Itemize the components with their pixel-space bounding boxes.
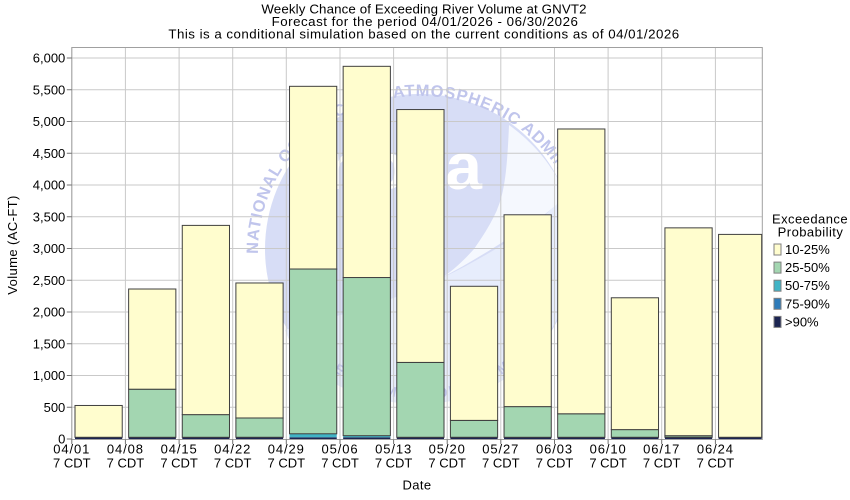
svg-text:Weekly Chance of Exceeding Riv: Weekly Chance of Exceeding River Volume …: [261, 1, 586, 16]
svg-text:7 CDT: 7 CDT: [428, 456, 466, 471]
svg-text:50-75%: 50-75%: [785, 278, 830, 293]
svg-text:7 CDT: 7 CDT: [643, 456, 681, 471]
svg-text:06/10: 06/10: [590, 442, 627, 457]
svg-text:7 CDT: 7 CDT: [53, 456, 91, 471]
svg-text:04/01: 04/01: [53, 442, 90, 457]
svg-text:04/08: 04/08: [107, 442, 144, 457]
svg-text:6,000: 6,000: [33, 51, 66, 66]
svg-text:Volume (AC-FT): Volume (AC-FT): [5, 195, 20, 295]
svg-text:7 CDT: 7 CDT: [697, 456, 735, 471]
svg-text:7 CDT: 7 CDT: [268, 456, 306, 471]
svg-text:2,000: 2,000: [33, 305, 66, 320]
svg-text:7 CDT: 7 CDT: [589, 456, 627, 471]
svg-text:5,500: 5,500: [33, 82, 66, 97]
svg-text:5,000: 5,000: [33, 114, 66, 129]
svg-text:Date: Date: [402, 478, 431, 493]
svg-text:4,500: 4,500: [33, 146, 66, 161]
svg-text:10-25%: 10-25%: [785, 242, 830, 257]
svg-text:1,500: 1,500: [33, 336, 66, 351]
svg-text:04/22: 04/22: [214, 442, 251, 457]
svg-text:25-50%: 25-50%: [785, 260, 830, 275]
svg-text:04/15: 04/15: [161, 442, 198, 457]
svg-text:7 CDT: 7 CDT: [321, 456, 359, 471]
svg-text:1,000: 1,000: [33, 368, 66, 383]
svg-text:05/20: 05/20: [429, 442, 466, 457]
svg-text:3,000: 3,000: [33, 241, 66, 256]
svg-text:>90%: >90%: [785, 314, 819, 329]
svg-text:3,500: 3,500: [33, 209, 66, 224]
svg-text:7 CDT: 7 CDT: [536, 456, 574, 471]
svg-text:06/17: 06/17: [643, 442, 680, 457]
svg-text:7 CDT: 7 CDT: [160, 456, 198, 471]
svg-text:2,500: 2,500: [33, 273, 66, 288]
svg-text:7 CDT: 7 CDT: [482, 456, 520, 471]
svg-text:06/03: 06/03: [536, 442, 573, 457]
svg-text:Probability: Probability: [778, 225, 844, 240]
svg-text:0: 0: [58, 432, 65, 447]
svg-text:05/13: 05/13: [375, 442, 412, 457]
svg-text:Forecast for the period 04/01/: Forecast for the period 04/01/2026 - 06/…: [272, 14, 579, 29]
svg-text:05/06: 05/06: [321, 442, 358, 457]
svg-text:This is a conditional simulati: This is a conditional simulation based o…: [168, 26, 679, 41]
svg-text:75-90%: 75-90%: [785, 296, 830, 311]
svg-text:7 CDT: 7 CDT: [375, 456, 413, 471]
svg-text:4,000: 4,000: [33, 178, 66, 193]
svg-text:7 CDT: 7 CDT: [107, 456, 145, 471]
svg-text:7 CDT: 7 CDT: [214, 456, 252, 471]
svg-text:Exceedance: Exceedance: [772, 212, 848, 227]
svg-text:05/27: 05/27: [482, 442, 519, 457]
svg-text:500: 500: [44, 400, 66, 415]
svg-text:06/24: 06/24: [697, 442, 734, 457]
svg-text:04/29: 04/29: [268, 442, 305, 457]
